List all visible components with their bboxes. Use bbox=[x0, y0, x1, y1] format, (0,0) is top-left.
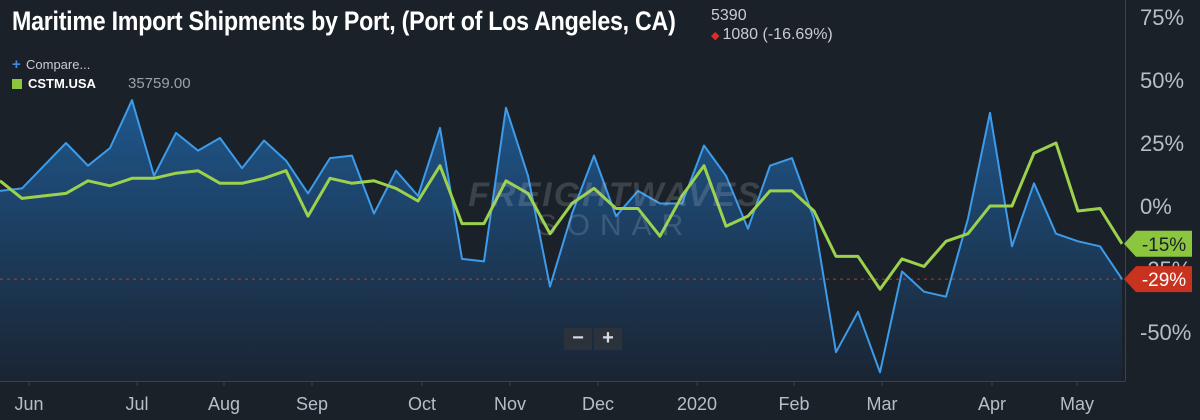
y-tick-label: 25% bbox=[1140, 131, 1184, 156]
x-tick-label: Dec bbox=[582, 394, 614, 414]
compare-last-badge-text: -29% bbox=[1142, 270, 1186, 291]
zoom-out-button[interactable]: − bbox=[564, 328, 592, 350]
x-tick-label: 2020 bbox=[677, 394, 717, 414]
x-tick-label: May bbox=[1060, 394, 1094, 414]
zoom-controls: − + bbox=[564, 328, 624, 350]
legend-series: CSTM.USA 35759.00 bbox=[12, 74, 191, 93]
main-last-badge-text: -15% bbox=[1142, 235, 1186, 256]
compare-last-badge: -29% bbox=[1124, 266, 1192, 293]
y-tick-label: 0% bbox=[1140, 194, 1172, 219]
down-arrow-icon: ◆ bbox=[711, 30, 720, 42]
x-tick-label: Nov bbox=[494, 394, 526, 414]
compare-label[interactable]: Compare... bbox=[26, 57, 91, 72]
chart-title: Maritime Import Shipments by Port, (Port… bbox=[12, 6, 676, 36]
y-tick-label: 75% bbox=[1140, 5, 1184, 30]
series-swatch bbox=[12, 78, 22, 89]
series-name: CSTM.USA bbox=[28, 76, 96, 91]
main-line bbox=[0, 141, 1124, 291]
y-tick-label: -50% bbox=[1140, 320, 1191, 345]
x-tick-label: Oct bbox=[408, 394, 436, 414]
legend-compare[interactable]: + Compare... bbox=[12, 55, 191, 74]
change-value: ◆ 1080 (-16.69%) bbox=[711, 26, 833, 44]
x-tick-label: Apr bbox=[978, 394, 1006, 414]
x-tick-label: Feb bbox=[778, 394, 809, 414]
compare-line bbox=[0, 99, 1123, 374]
change-text: 1080 (-16.69%) bbox=[722, 26, 833, 43]
zoom-in-button[interactable]: + bbox=[594, 328, 622, 350]
x-tick-label: Aug bbox=[208, 394, 240, 414]
x-tick-label: Sep bbox=[296, 394, 328, 414]
y-tick-label: 50% bbox=[1140, 68, 1184, 93]
legend: + Compare... CSTM.USA 35759.00 bbox=[12, 55, 191, 93]
x-tick-label: Jun bbox=[14, 394, 43, 414]
x-tick-label: Jul bbox=[125, 394, 148, 414]
x-tick-label: Mar bbox=[867, 394, 898, 414]
plus-icon[interactable]: + bbox=[12, 56, 21, 73]
series-value: 35759.00 bbox=[128, 75, 191, 92]
compare-area bbox=[0, 100, 1122, 381]
current-value: 5390 bbox=[711, 7, 747, 24]
main-last-badge: -15% bbox=[1124, 230, 1192, 257]
